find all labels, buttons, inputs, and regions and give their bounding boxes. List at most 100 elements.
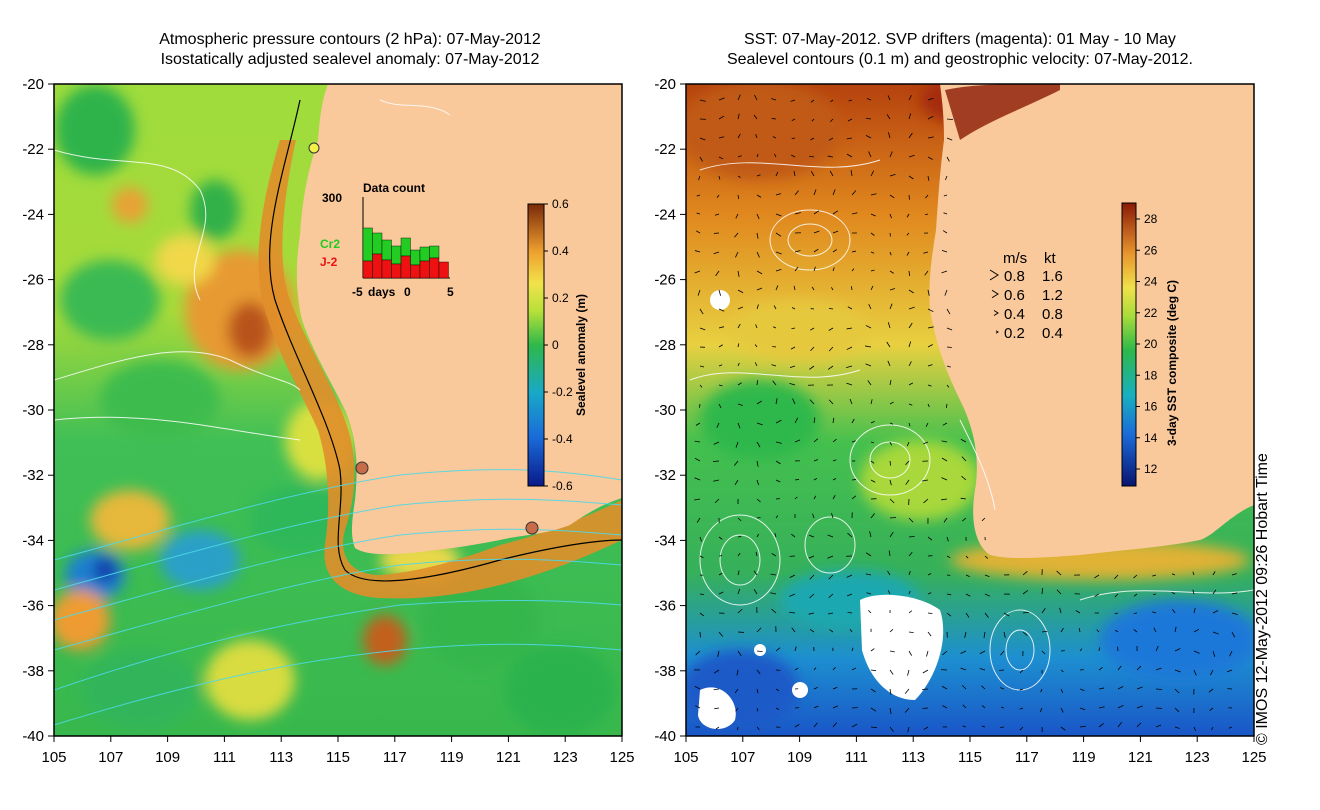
- velocity-arrow: [925, 194, 929, 199]
- velocity-arrow: [870, 726, 877, 729]
- velocity-arrow: [847, 118, 853, 122]
- velocity-arrow: [1212, 571, 1216, 576]
- velocity-arrow: [1022, 611, 1029, 614]
- velocity-arrow: [696, 194, 701, 197]
- velocity-arrow: [734, 232, 739, 238]
- velocity-arrow: [870, 251, 875, 254]
- velocity-arrow: [946, 536, 949, 542]
- velocity-arrow: [1133, 574, 1138, 579]
- velocity-arrow: [813, 210, 820, 215]
- right-lon-tick-label: 107: [730, 749, 755, 766]
- velocity-arrow: [715, 726, 720, 730]
- left-lat-tick-label: -20: [22, 76, 44, 93]
- velocity-arrow: [946, 327, 953, 331]
- velocity-arrow: [793, 170, 796, 177]
- velocity-arrow: [737, 536, 742, 538]
- sla-tick-label: 0.4: [552, 244, 569, 258]
- velocity-arrow: [715, 270, 720, 277]
- inset-bar-j2: [391, 263, 402, 279]
- velocity-arrow: [737, 343, 740, 348]
- velocity-arrow: [999, 669, 1005, 671]
- velocity-arrow: [945, 175, 948, 181]
- velocity-arrow: [698, 175, 701, 181]
- velocity-arrow: [889, 650, 895, 653]
- velocity-arrow: [832, 459, 837, 462]
- legend-arrow-icon: [989, 269, 999, 281]
- velocity-arrow: [906, 232, 910, 236]
- sla-colorbar-ticks: 0.6 0.4 0.2 0 -0.2 -0.4 -0.6: [544, 197, 573, 493]
- velocity-arrow: [734, 479, 739, 486]
- velocity-arrow: [870, 399, 873, 405]
- velocity-arrow: [718, 403, 722, 409]
- velocity-arrow: [830, 118, 834, 123]
- velocity-arrow: [908, 631, 914, 634]
- velocity-arrow: [1094, 574, 1100, 579]
- left-lat-tick-label: -34: [22, 532, 44, 549]
- velocity-arrow: [737, 175, 741, 178]
- velocity-arrow: [923, 441, 929, 445]
- velocity-arrow: [790, 346, 796, 350]
- velocity-arrow: [775, 460, 781, 465]
- velocity-arrow: [808, 555, 815, 559]
- velocity-arrow: [775, 285, 779, 291]
- velocity-arrow: [1056, 570, 1062, 576]
- velocity-arrow: [868, 610, 872, 614]
- velocity-arrow: [713, 688, 720, 691]
- velocity-arrow: [789, 382, 796, 386]
- velocity-arrow: [908, 341, 912, 348]
- velocity-arrow: [756, 441, 761, 448]
- velocity-arrow: [922, 688, 929, 690]
- velocity-arrow: [1022, 590, 1029, 595]
- velocity-arrow: [694, 457, 701, 462]
- velocity-arrow: [756, 153, 759, 158]
- velocity-arrow: [1133, 593, 1138, 597]
- velocity-arrow: [908, 94, 912, 101]
- sst-tick-label: 24: [1144, 275, 1158, 289]
- velocity-arrow: [1174, 648, 1181, 652]
- velocity-arrow: [889, 151, 893, 158]
- velocity-arrow: [908, 382, 914, 386]
- velocity-arrow: [865, 552, 872, 557]
- velocity-arrow: [735, 707, 739, 712]
- velocity-arrow: [846, 346, 853, 350]
- velocity-arrow: [809, 365, 815, 370]
- velocity-arrow: [718, 97, 725, 101]
- velocity-arrow: [756, 380, 759, 386]
- velocity-arrow: [775, 688, 780, 692]
- velocity-arrow: [981, 705, 986, 709]
- velocity-arrow: [718, 364, 723, 367]
- inset-bar-j2: [419, 260, 430, 279]
- velocity-arrow: [695, 422, 701, 426]
- velocity-arrow: [962, 517, 967, 522]
- station-marker-esperance[interactable]: [525, 521, 539, 535]
- velocity-arrow: [889, 726, 894, 732]
- velocity-arrow: [870, 707, 877, 712]
- velocity-arrow: [794, 266, 799, 272]
- legend-value-ms: 0.6: [1004, 287, 1025, 304]
- velocity-arrow: [908, 361, 912, 367]
- velocity-arrow: [984, 593, 991, 597]
- velocity-arrow: [926, 650, 929, 657]
- velocity-arrow: [889, 707, 892, 714]
- velocity-arrow: [851, 667, 857, 671]
- right-lat-tick-label: -34: [654, 532, 676, 549]
- velocity-arrow: [756, 669, 761, 675]
- velocity-arrow: [718, 591, 724, 595]
- legend-arrow-icon: [991, 289, 999, 299]
- velocity-arrow: [756, 479, 760, 486]
- velocity-arrow: [1078, 627, 1081, 633]
- velocity-arrow: [946, 156, 950, 162]
- velocity-arrow: [847, 611, 853, 614]
- inset-bar-cr2: [391, 245, 402, 265]
- velocity-arrow: [927, 156, 934, 160]
- velocity-arrow: [960, 497, 967, 500]
- station-marker-perth[interactable]: [355, 461, 369, 475]
- left-lat-tick-label: -26: [22, 272, 44, 289]
- velocity-arrow: [794, 667, 799, 671]
- velocity-arrow: [887, 360, 891, 367]
- velocity-arrow: [775, 213, 782, 217]
- velocity-arrow: [851, 440, 856, 443]
- station-marker-north[interactable]: [308, 142, 320, 154]
- velocity-arrow: [1041, 630, 1048, 633]
- velocity-arrow: [718, 289, 721, 296]
